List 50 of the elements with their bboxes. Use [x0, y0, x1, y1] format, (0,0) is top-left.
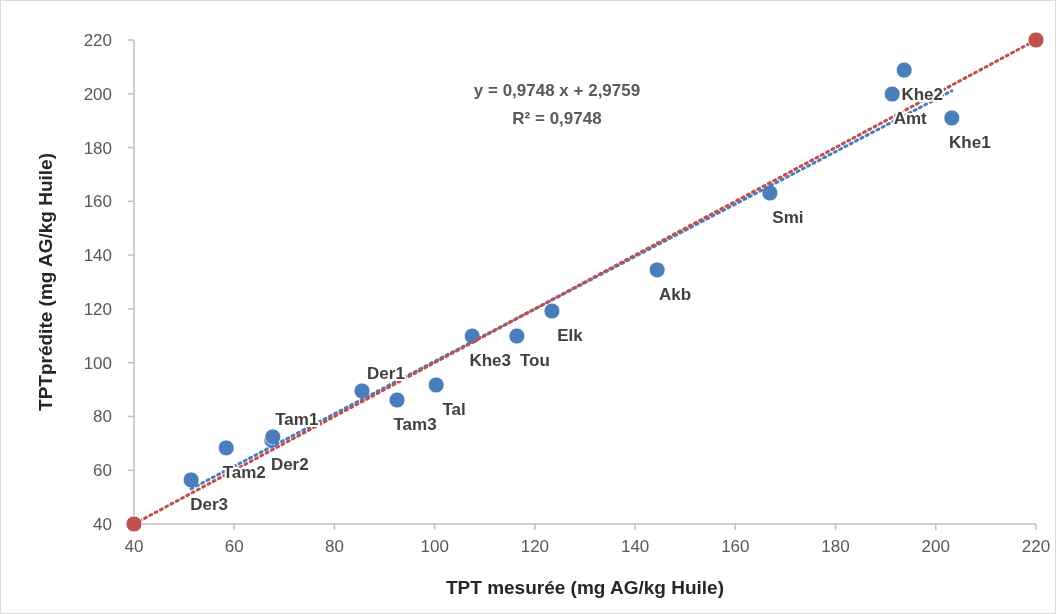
point	[388, 391, 406, 409]
y-tick-label: 60	[93, 461, 112, 481]
point	[648, 261, 666, 279]
annotation: Der1	[367, 363, 405, 383]
point	[543, 302, 561, 320]
point	[883, 85, 901, 103]
point	[427, 376, 445, 394]
annotation: y = 0,9748 x + 2,9759	[473, 81, 641, 100]
point	[508, 327, 526, 345]
annotation: Der3	[190, 494, 229, 514]
x-tick-label: 40	[124, 537, 144, 556]
annotation: Der2	[270, 455, 309, 475]
y-tick-label: 220	[83, 31, 112, 50]
y-axis-title: TPTprédite (mg AG/kg Huile)	[35, 153, 56, 411]
annotation: Tam3	[393, 415, 437, 435]
annotation: R² = 0,9748	[512, 109, 602, 128]
y-tick-label: 180	[83, 138, 112, 158]
point	[943, 109, 961, 127]
x-tick-label: 60	[224, 537, 244, 556]
x-tick-label: 80	[324, 537, 344, 556]
annotation: Elk	[557, 326, 584, 346]
x-tick-label: 120	[520, 537, 550, 556]
annotation: Akb	[659, 284, 692, 304]
y-tick-label: 120	[83, 299, 112, 319]
annotation: Tam1	[275, 409, 319, 429]
x-tick-label: 220	[1021, 537, 1051, 556]
x-tick-label: 200	[921, 537, 950, 556]
point	[1027, 31, 1045, 49]
point	[895, 61, 913, 79]
annotation: Khe3	[469, 351, 512, 371]
annotation: Amt	[893, 109, 928, 129]
y-tick-label: 100	[83, 353, 112, 373]
point	[217, 439, 235, 457]
annotation: Khe1	[949, 132, 991, 152]
annotation: Tal	[442, 399, 466, 419]
y-tick-label: 40	[93, 515, 112, 534]
y-tick-label: 160	[83, 192, 112, 212]
x-tick-label: 160	[721, 537, 750, 556]
y-tick-label: 200	[83, 84, 112, 104]
x-tick-label: 140	[620, 537, 650, 556]
point	[125, 515, 143, 533]
x-tick-label: 100	[420, 537, 449, 556]
annotation: Smi	[772, 208, 804, 227]
y-tick-label: 80	[93, 407, 112, 427]
x-tick-label: 180	[821, 537, 850, 556]
y-tick-label: 140	[83, 246, 112, 266]
point	[182, 471, 200, 489]
point	[353, 382, 371, 400]
x-axis-title: TPT mesurée (mg AG/kg Huile)	[445, 577, 725, 598]
annotation: Tou	[519, 351, 550, 371]
